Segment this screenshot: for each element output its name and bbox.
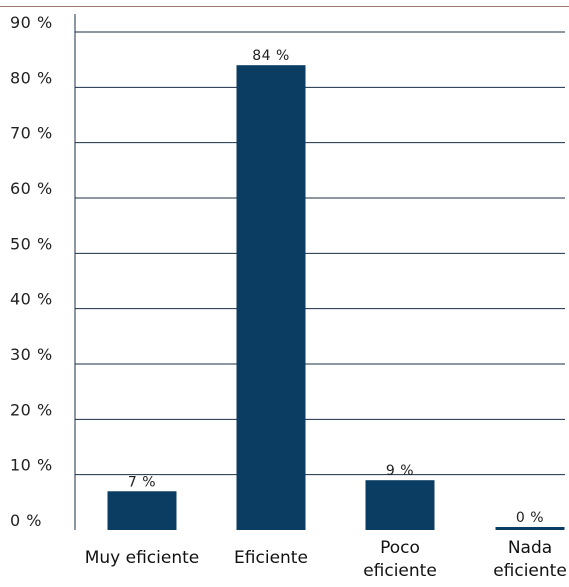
data-label: 9 % [386,463,414,479]
bar-0 [107,491,177,530]
category-label: eficiente [493,561,567,581]
y-tick-label: 90 % [10,13,53,32]
y-tick-label: 50 % [10,234,53,253]
y-tick-label: 10 % [10,456,53,475]
category-label: Muy eficiente [85,548,200,568]
data-label: 0 % [516,510,544,526]
data-label: 84 % [252,48,290,64]
category-label: Nada [508,538,552,558]
y-tick-label: 30 % [10,345,53,364]
bar-2 [365,480,435,530]
y-tick-label: 80 % [10,68,53,87]
data-label: 7 % [128,474,156,490]
y-tick-label: 60 % [10,179,53,198]
bar-3 [495,527,565,530]
category-label: eficiente [363,561,437,581]
bar-1 [236,65,306,530]
y-tick-label: 20 % [10,400,53,419]
y-tick-label: 0 % [10,511,42,530]
y-tick-label: 70 % [10,124,53,143]
top-rule [0,6,569,7]
y-tick-label: 40 % [10,290,53,309]
category-label: Eficiente [234,548,308,568]
category-label: Poco [380,538,420,558]
